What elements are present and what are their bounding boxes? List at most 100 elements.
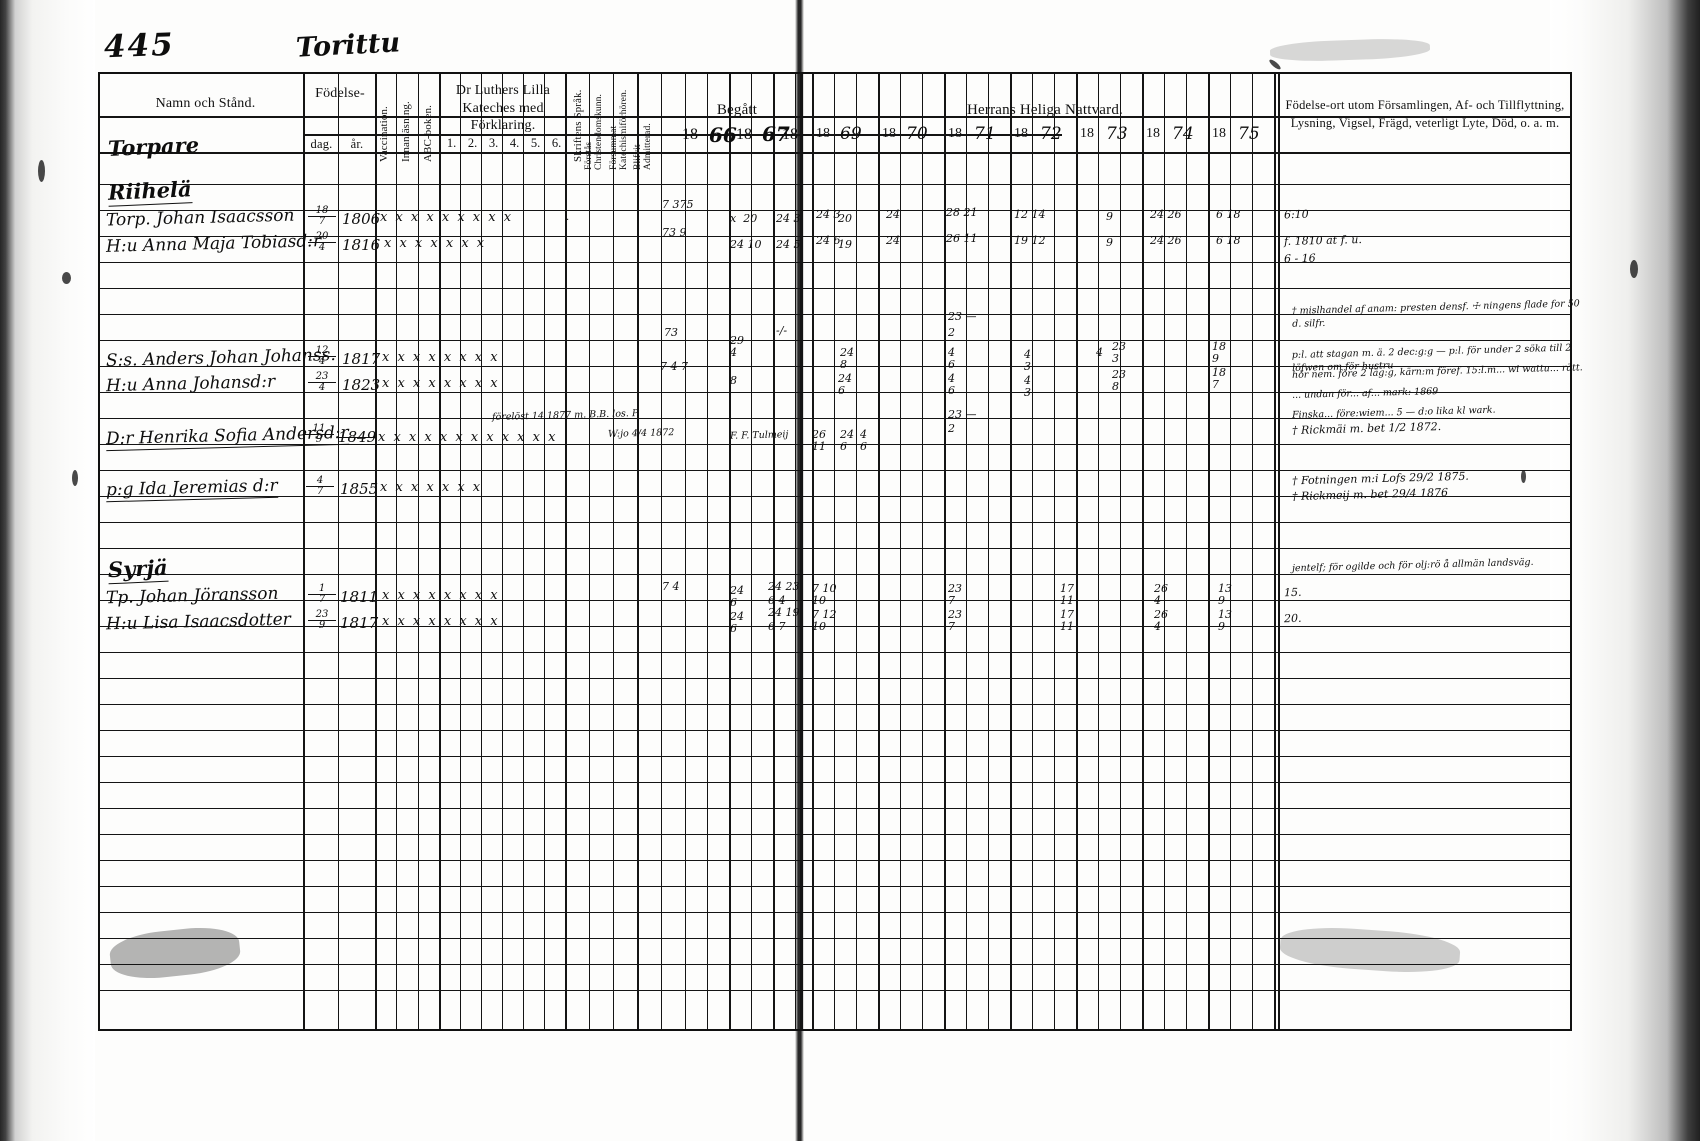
communion-cell: 23 bbox=[1112, 340, 1126, 353]
row-rule bbox=[100, 496, 1570, 497]
catechism-part-6: 6. bbox=[551, 136, 562, 150]
communion-cell: 9 bbox=[1212, 352, 1219, 365]
communion-cell: 2 bbox=[948, 422, 955, 435]
col-rule bbox=[729, 74, 731, 1029]
col-rule bbox=[878, 74, 880, 1029]
row-rule bbox=[100, 366, 1570, 367]
entry-birth-day: 23 4 bbox=[308, 372, 336, 392]
year-col-1869-printed: 18 bbox=[816, 126, 830, 141]
communion-cell: 4 bbox=[1024, 348, 1031, 361]
entry-marks: x x x x x x x x bbox=[382, 588, 500, 603]
remark-note-4: ... undan för... af... mark: 1869 bbox=[1291, 386, 1439, 401]
record-table: Namn och Stånd. Födelse- dag. år. Vaccin… bbox=[98, 72, 1583, 1031]
communion-cell: 17 bbox=[1060, 608, 1074, 621]
communion-cell: 24 bbox=[730, 584, 744, 597]
entry-marks: x x x x x x x x bbox=[382, 614, 500, 629]
communion-cell: 24 23 bbox=[768, 580, 800, 593]
communion-cell: 24 19 bbox=[768, 606, 800, 619]
row-rule bbox=[100, 314, 1570, 315]
header-catechism-meetings: Försummat Katechismiförhören. bbox=[609, 89, 630, 170]
year-col-1867-written: 67 bbox=[762, 122, 790, 146]
year-col-1870-printed: 18 bbox=[882, 126, 896, 141]
entry-remark: f. 1810 at f. u. bbox=[1283, 232, 1363, 249]
entry-birth-year: 1816 bbox=[342, 236, 381, 254]
communion-cell: 3 bbox=[1112, 352, 1119, 365]
remark-note-1: † mislhandel af anam: presten densf. ☩ n… bbox=[1291, 298, 1580, 330]
col-rule bbox=[1252, 74, 1253, 1029]
farm-heading-syrja: Syrjä bbox=[107, 554, 169, 585]
communion-cell: 7 bbox=[948, 620, 955, 633]
communion-cell: 23 bbox=[948, 608, 962, 621]
year-col-1875-written: 75 bbox=[1238, 124, 1260, 144]
col-rule bbox=[1054, 74, 1055, 1029]
communion-cell: 8 bbox=[1112, 380, 1119, 393]
communion-cell: 23 — bbox=[948, 408, 977, 421]
communion-cell: 10 bbox=[812, 620, 826, 633]
entry-marks: x x x x x x x bbox=[384, 236, 487, 251]
year-col-1867-printed: 18 bbox=[736, 126, 752, 143]
header-begatt: Begått bbox=[716, 102, 758, 118]
communion-cell: 10 bbox=[812, 594, 826, 607]
communion-cell: 4 bbox=[1024, 374, 1031, 387]
row-rule bbox=[100, 912, 1570, 913]
year-col-1869-written: 69 bbox=[840, 124, 862, 144]
communion-cell: 6 bbox=[948, 358, 955, 371]
communion-cell: 28 21 bbox=[946, 206, 978, 219]
communion-cell: 18 bbox=[1212, 366, 1226, 379]
pre-annotation: 7 375 bbox=[662, 198, 694, 211]
catechism-part-3: 3. bbox=[488, 136, 499, 150]
year-col-1870-written: 70 bbox=[906, 124, 928, 144]
entry-birth-year: 1817 bbox=[342, 350, 381, 368]
communion-cell: 24 26 bbox=[1150, 208, 1182, 221]
row-rule bbox=[100, 184, 1570, 185]
row-rule bbox=[100, 600, 1570, 601]
entry-marks: x x x x x x x bbox=[380, 480, 483, 495]
communion-cell: 6 bbox=[838, 384, 845, 397]
communion-cell: 24 bbox=[840, 346, 854, 359]
entry-birth-year: 1806 bbox=[342, 210, 381, 228]
entry-remark: 20. bbox=[1283, 611, 1302, 626]
col-rule bbox=[1208, 74, 1210, 1029]
communion-cell: 24 5 bbox=[776, 238, 801, 251]
communion-cell: 9 bbox=[1218, 594, 1225, 607]
entry-remark: 6:10 bbox=[1283, 207, 1309, 222]
row-rule bbox=[100, 808, 1570, 809]
row-rule bbox=[100, 756, 1570, 757]
col-rule bbox=[1076, 74, 1078, 1029]
col-rule bbox=[856, 74, 857, 1029]
col-rule bbox=[418, 74, 419, 1029]
year-col-1871-printed: 18 bbox=[948, 126, 962, 141]
row-rule bbox=[100, 886, 1570, 887]
annotation-fotningen: † Fotningen m:i Lofs 29/2 1875. bbox=[1291, 469, 1470, 488]
year-col-1866-printed: 18 bbox=[682, 126, 698, 143]
pre-annotation: 7 4 bbox=[662, 580, 680, 593]
col-rule bbox=[439, 74, 441, 1029]
row-rule bbox=[100, 782, 1570, 783]
communion-cell: 4 bbox=[730, 346, 737, 359]
entry-remark: 15. bbox=[1283, 585, 1302, 600]
year-col-1872-written: 72 bbox=[1040, 124, 1062, 144]
col-rule bbox=[922, 74, 923, 1029]
row-rule bbox=[100, 652, 1570, 653]
year-col-1872-printed: 18 bbox=[1014, 126, 1028, 141]
col-rule bbox=[751, 74, 752, 1029]
header-christianity-knowledge: Förstås Christendomskunn. bbox=[584, 94, 605, 170]
row-rule bbox=[100, 392, 1570, 393]
communion-cell: x 20 bbox=[730, 212, 758, 225]
communion-cell: 24 10 bbox=[730, 238, 762, 251]
communion-cell: 26 bbox=[812, 428, 826, 441]
col-rule bbox=[613, 74, 614, 1029]
communion-cell: 4 bbox=[948, 346, 955, 359]
annotation-tulmeij: F. F. Tulmeij bbox=[729, 429, 789, 442]
scan-edge-left bbox=[0, 0, 95, 1141]
entry-marks: x x x x x x x x x bbox=[380, 210, 514, 225]
communion-cell: 24 bbox=[730, 610, 744, 623]
col-rule bbox=[685, 74, 686, 1029]
communion-cell: 4 bbox=[948, 372, 955, 385]
row-rule bbox=[100, 288, 1570, 289]
entry-birth-day: 11 9 bbox=[304, 424, 334, 444]
col-rule bbox=[707, 74, 708, 1029]
col-rule bbox=[396, 74, 397, 1029]
remark-note-6: jentelf; för ogilde och för olj:rö å all… bbox=[1291, 556, 1534, 575]
communion-cell: 7 12 bbox=[812, 608, 837, 621]
